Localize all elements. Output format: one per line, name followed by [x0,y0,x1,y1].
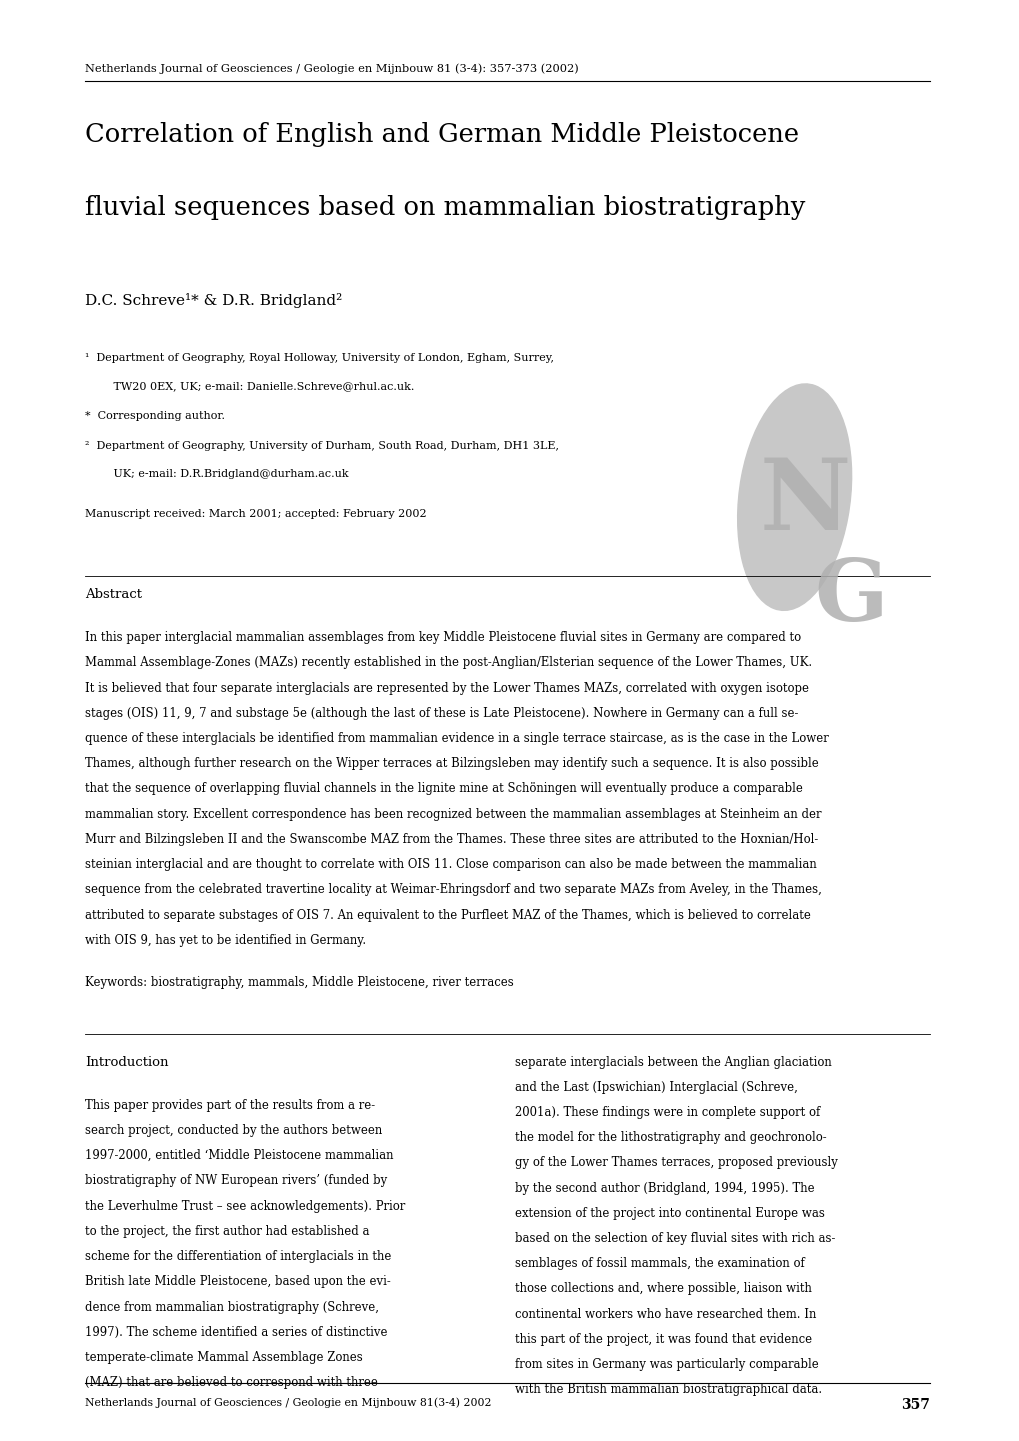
Text: Thames, although further research on the Wipper terraces at Bilzingsleben may id: Thames, although further research on the… [85,758,818,771]
Text: 1997). The scheme identified a series of distinctive: 1997). The scheme identified a series of… [85,1326,387,1339]
Text: G: G [814,555,888,638]
Text: In this paper interglacial mammalian assemblages from key Middle Pleistocene flu: In this paper interglacial mammalian ass… [85,631,800,644]
Text: This paper provides part of the results from a re-: This paper provides part of the results … [85,1099,375,1112]
Text: Keywords: biostratigraphy, mammals, Middle Pleistocene, river terraces: Keywords: biostratigraphy, mammals, Midd… [85,977,514,990]
Text: ²  Department of Geography, University of Durham, South Road, Durham, DH1 3LE,: ² Department of Geography, University of… [85,441,558,451]
Text: based on the selection of key fluvial sites with rich as-: based on the selection of key fluvial si… [515,1232,835,1245]
Text: biostratigraphy of NW European rivers’ (funded by: biostratigraphy of NW European rivers’ (… [85,1174,387,1187]
Text: continental workers who have researched them. In: continental workers who have researched … [515,1308,815,1321]
Text: dence from mammalian biostratigraphy (Schreve,: dence from mammalian biostratigraphy (Sc… [85,1301,379,1314]
Text: (MAZ) that are believed to correspond with three: (MAZ) that are believed to correspond wi… [85,1376,377,1389]
Text: that the sequence of overlapping fluvial channels in the lignite mine at Schönin: that the sequence of overlapping fluvial… [85,782,802,795]
Text: Netherlands Journal of Geosciences / Geologie en Mijnbouw 81(3-4) 2002: Netherlands Journal of Geosciences / Geo… [85,1398,491,1408]
Text: to the project, the first author had established a: to the project, the first author had est… [85,1225,369,1238]
Text: and the Last (Ipswichian) Interglacial (Schreve,: and the Last (Ipswichian) Interglacial (… [515,1081,797,1094]
Text: scheme for the differentiation of interglacials in the: scheme for the differentiation of interg… [85,1251,391,1264]
Text: 1997-2000, entitled ‘Middle Pleistocene mammalian: 1997-2000, entitled ‘Middle Pleistocene … [85,1150,393,1163]
Text: attributed to separate substages of OIS 7. An equivalent to the Purfleet MAZ of : attributed to separate substages of OIS … [85,909,810,922]
Text: temperate-climate Mammal Assemblage Zones: temperate-climate Mammal Assemblage Zone… [85,1352,363,1365]
Text: gy of the Lower Thames terraces, proposed previously: gy of the Lower Thames terraces, propose… [515,1157,837,1170]
Text: steinian interglacial and are thought to correlate with OIS 11. Close comparison: steinian interglacial and are thought to… [85,859,816,872]
Ellipse shape [737,383,851,611]
Text: TW20 0EX, UK; e-mail: Danielle.Schreve@rhul.ac.uk.: TW20 0EX, UK; e-mail: Danielle.Schreve@r… [103,382,414,391]
Text: D.C. Schreve¹* & D.R. Bridgland²: D.C. Schreve¹* & D.R. Bridgland² [85,293,342,307]
Text: UK; e-mail: D.R.Bridgland@durham.ac.uk: UK; e-mail: D.R.Bridgland@durham.ac.uk [103,470,348,478]
Text: ¹  Department of Geography, Royal Holloway, University of London, Egham, Surrey,: ¹ Department of Geography, Royal Hollowa… [85,353,553,363]
Text: by the second author (Bridgland, 1994, 1995). The: by the second author (Bridgland, 1994, 1… [515,1182,813,1195]
Text: quence of these interglacials be identified from mammalian evidence in a single : quence of these interglacials be identif… [85,732,827,745]
Text: N: N [759,454,850,550]
Text: separate interglacials between the Anglian glaciation: separate interglacials between the Angli… [515,1056,830,1069]
Text: 2001a). These findings were in complete support of: 2001a). These findings were in complete … [515,1107,819,1120]
Text: with the British mammalian biostratigraphical data.: with the British mammalian biostratigrap… [515,1383,821,1396]
Text: It is believed that four separate interglacials are represented by the Lower Tha: It is believed that four separate interg… [85,682,808,695]
Text: Correlation of English and German Middle Pleistocene: Correlation of English and German Middle… [85,122,798,147]
Text: the Leverhulme Trust – see acknowledgements). Prior: the Leverhulme Trust – see acknowledgeme… [85,1200,405,1213]
Text: from sites in Germany was particularly comparable: from sites in Germany was particularly c… [515,1359,817,1372]
Text: those collections and, where possible, liaison with: those collections and, where possible, l… [515,1282,811,1295]
Text: Murr and Bilzingsleben II and the Swanscombe MAZ from the Thames. These three si: Murr and Bilzingsleben II and the Swansc… [85,833,817,846]
Text: semblages of fossil mammals, the examination of: semblages of fossil mammals, the examina… [515,1257,804,1271]
Text: Manuscript received: March 2001; accepted: February 2002: Manuscript received: March 2001; accepte… [85,509,426,519]
Text: mammalian story. Excellent correspondence has been recognized between the mammal: mammalian story. Excellent correspondenc… [85,807,820,821]
Text: Mammal Assemblage-Zones (MAZs) recently established in the post-Anglian/Elsteria: Mammal Assemblage-Zones (MAZs) recently … [85,657,811,670]
Text: with OIS 9, has yet to be identified in Germany.: with OIS 9, has yet to be identified in … [85,934,366,947]
Text: Netherlands Journal of Geosciences / Geologie en Mijnbouw 81 (3-4): 357-373 (200: Netherlands Journal of Geosciences / Geo… [85,63,578,73]
Text: Introduction: Introduction [85,1056,168,1069]
Text: 357: 357 [900,1398,928,1412]
Text: search project, conducted by the authors between: search project, conducted by the authors… [85,1124,382,1137]
Text: *  Corresponding author.: * Corresponding author. [85,411,225,421]
Text: stages (OIS) 11, 9, 7 and substage 5e (although the last of these is Late Pleist: stages (OIS) 11, 9, 7 and substage 5e (a… [85,708,798,720]
Text: this part of the project, it was found that evidence: this part of the project, it was found t… [515,1333,811,1346]
Text: British late Middle Pleistocene, based upon the evi-: British late Middle Pleistocene, based u… [85,1275,390,1288]
Text: Abstract: Abstract [85,588,142,601]
Text: the model for the lithostratigraphy and geochronolo-: the model for the lithostratigraphy and … [515,1131,825,1144]
Text: extension of the project into continental Europe was: extension of the project into continenta… [515,1208,823,1221]
Text: fluvial sequences based on mammalian biostratigraphy: fluvial sequences based on mammalian bio… [85,195,805,219]
Text: sequence from the celebrated travertine locality at Weimar-Ehringsdorf and two s: sequence from the celebrated travertine … [85,883,821,896]
